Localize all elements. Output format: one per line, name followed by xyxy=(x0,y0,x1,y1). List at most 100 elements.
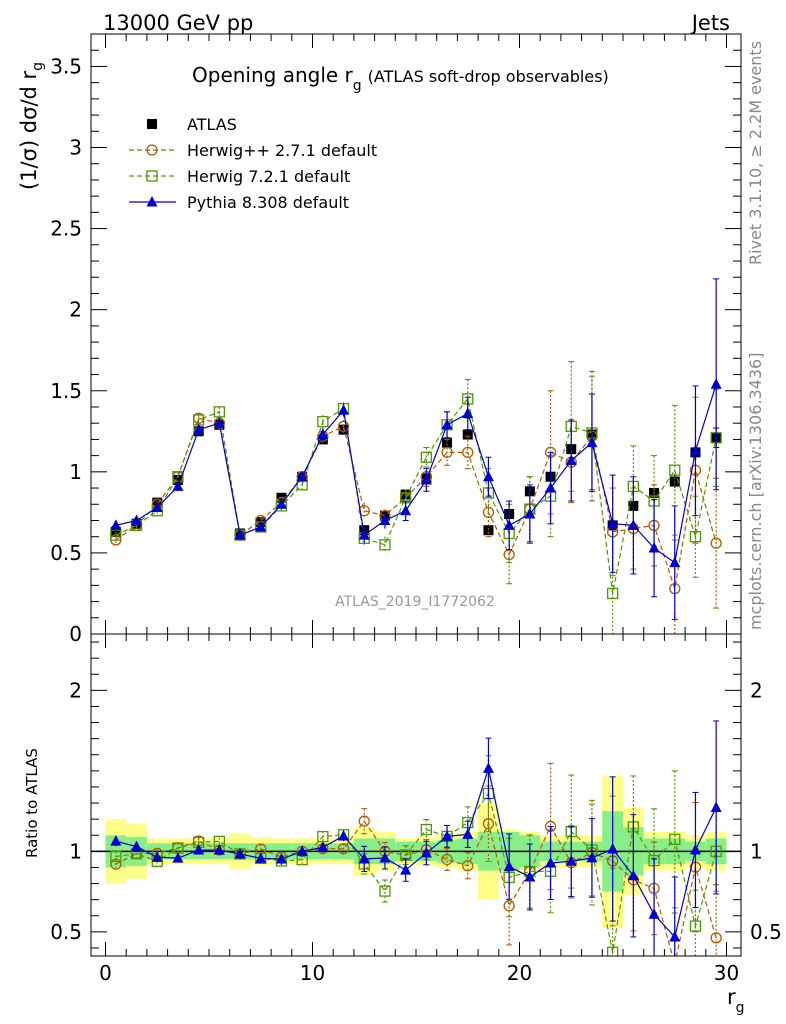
data-point xyxy=(172,480,184,491)
ratio-line xyxy=(115,792,717,953)
legend-marker xyxy=(146,144,158,156)
legend-marker xyxy=(147,119,157,129)
data-point xyxy=(607,517,619,529)
ratio-point xyxy=(131,840,143,852)
ratio-point xyxy=(213,844,225,855)
data-point xyxy=(110,529,122,541)
ratio-point xyxy=(379,851,391,863)
data-point xyxy=(255,520,267,532)
data-point xyxy=(275,498,287,509)
legend-label: ATLAS xyxy=(187,115,237,134)
ratio-point xyxy=(275,853,287,864)
ratio-y-tick-label: 2 xyxy=(69,678,82,702)
header-right: Jets xyxy=(690,11,730,35)
data-point xyxy=(462,446,474,459)
data-point xyxy=(689,444,701,456)
legend-label: Herwig++ 2.7.1 default xyxy=(187,141,377,160)
ratio-series-3 xyxy=(110,720,722,956)
ratio-point xyxy=(110,850,122,863)
legend-label: Pythia 8.308 default xyxy=(187,193,349,212)
ratio-point xyxy=(524,870,536,882)
data-point xyxy=(110,519,122,530)
ratio-y-tick-label: 0.5 xyxy=(50,920,82,944)
y-tick-label: 1 xyxy=(69,460,82,484)
ratio-y-tick-label-right: 0.5 xyxy=(750,920,782,944)
ratio-point xyxy=(400,864,412,875)
y-tick-label: 2 xyxy=(69,298,82,322)
data-point xyxy=(317,428,329,440)
ratio-point xyxy=(689,843,701,855)
ratio-point xyxy=(627,869,639,881)
x-tick-label: 10 xyxy=(300,961,325,985)
data-point xyxy=(586,436,598,448)
ratio-point xyxy=(669,930,681,942)
legend: ATLAS Herwig++ 2.7.1 default Herwig 7.2.1 … xyxy=(129,115,377,212)
ratio-point xyxy=(607,946,619,956)
ratio-point xyxy=(648,908,660,919)
ratio-y-axis-label: Ratio to ATLAS xyxy=(23,748,41,858)
data-point xyxy=(607,587,619,600)
data-point xyxy=(483,525,494,536)
x-tick-label: 0 xyxy=(99,961,112,985)
data-point xyxy=(213,417,225,428)
ratio-point xyxy=(358,815,370,827)
legend-marker xyxy=(146,170,158,182)
ratio-point xyxy=(565,855,577,866)
ratio-point xyxy=(234,847,246,859)
ratio-point xyxy=(151,851,163,862)
ratio-point xyxy=(462,860,474,872)
data-point xyxy=(689,531,702,543)
legend-label: Herwig 7.2.1 default xyxy=(187,167,350,186)
ratio-point xyxy=(545,856,557,868)
series-3 xyxy=(110,278,722,620)
ratio-point xyxy=(338,830,350,841)
ratio-point xyxy=(462,828,474,839)
ratio-point xyxy=(193,844,205,855)
data-point xyxy=(442,437,453,448)
series-line xyxy=(115,384,717,564)
ratio-point xyxy=(296,845,308,856)
data-point xyxy=(565,454,577,465)
ratio-point xyxy=(669,833,681,846)
ratio-point xyxy=(441,830,453,841)
data-point xyxy=(669,556,681,568)
ratio-point xyxy=(710,932,722,944)
main-plot-panel: 0 0.5 1 1.5 2 2.5 3 3.5 Opening angle rg (ATLAS … xyxy=(17,33,742,646)
data-point xyxy=(420,451,433,463)
data-point xyxy=(131,514,143,525)
ratio-point xyxy=(670,959,680,969)
ratio-y-tick-label: 1 xyxy=(69,839,82,863)
mcplots-label: mcplots.cern.ch [arXiv:1306.3436] xyxy=(746,353,765,630)
ratio-point xyxy=(317,841,329,852)
data-point xyxy=(379,514,391,525)
series-line xyxy=(115,417,717,589)
y-tick-label: 3.5 xyxy=(50,54,82,78)
data-point xyxy=(441,418,453,430)
ratio-point xyxy=(358,852,370,864)
ratio-point xyxy=(420,823,433,836)
data-point xyxy=(462,407,474,418)
data-point xyxy=(669,464,681,476)
y-axis-label: (1/σ) dσ/d rg xyxy=(17,62,46,190)
data-point xyxy=(193,423,205,435)
y-tick-label: 3 xyxy=(69,136,82,160)
data-point xyxy=(338,404,350,415)
plot-title: Opening angle rg (ATLAS soft-drop observa… xyxy=(192,63,609,94)
ratio-point xyxy=(689,920,702,932)
legend-marker xyxy=(146,196,158,207)
ratio-point xyxy=(586,851,598,863)
ratio-point xyxy=(379,885,391,897)
data-point xyxy=(213,406,225,418)
rivet-label: Rivet 3.1.10, ≥ 2.2M events xyxy=(746,41,765,265)
y-tick-label: 2.5 xyxy=(50,217,82,241)
data-point xyxy=(400,504,412,516)
ratio-point xyxy=(503,900,515,912)
data-point xyxy=(710,378,722,389)
ratio-plot-panel: 0 10 20 30 0.5 0.5 1 1 2 2 Ratio to ATLAS rg xyxy=(23,633,782,1016)
ratio-point xyxy=(110,835,122,846)
data-point xyxy=(482,470,494,482)
header-left: 13000 GeV pp xyxy=(103,11,253,35)
ratio-point xyxy=(710,801,722,812)
x-tick-label: 30 xyxy=(714,961,739,985)
